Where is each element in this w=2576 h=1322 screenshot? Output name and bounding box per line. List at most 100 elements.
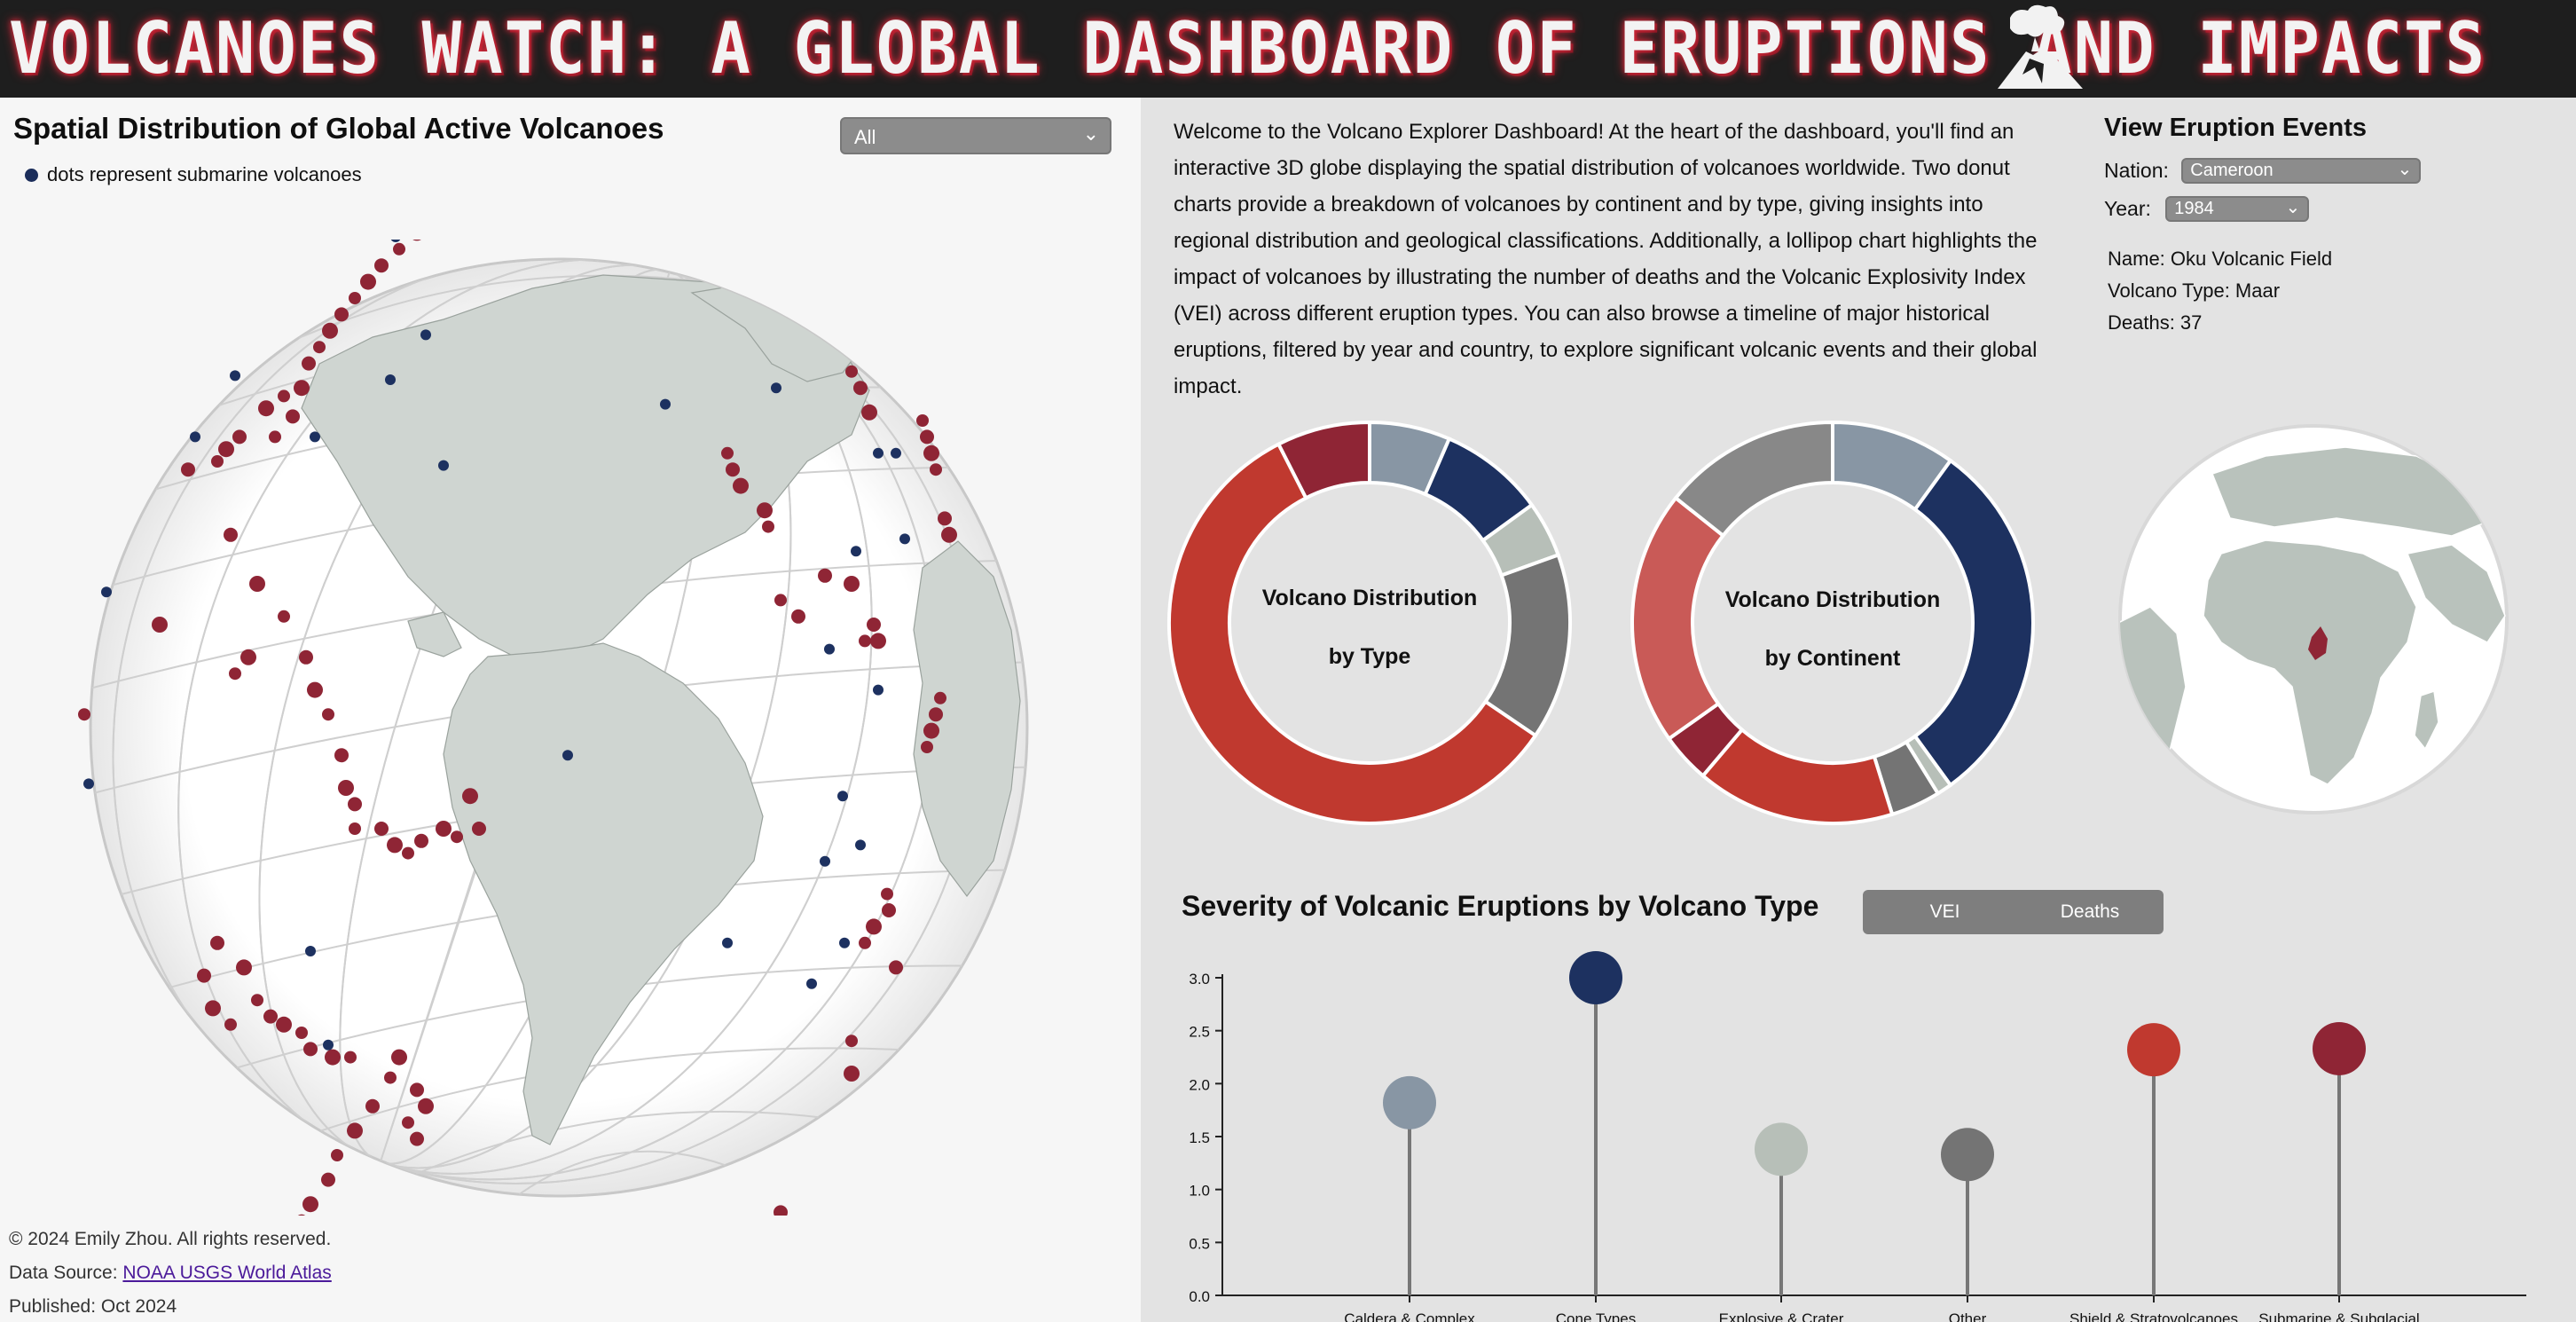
y-tick-label: 1.0 — [1189, 1183, 1210, 1200]
volcano-dot — [920, 429, 934, 445]
volcano-dot — [451, 830, 463, 844]
deaths-button[interactable]: Deaths — [2016, 890, 2164, 934]
vei-button[interactable]: VEI — [1863, 890, 2027, 934]
volcano-dot — [344, 1051, 357, 1064]
volcano-dot — [210, 935, 224, 950]
copyright-text: © 2024 Emily Zhou. All rights reserved. — [9, 1229, 332, 1249]
volcano-dot — [240, 649, 256, 665]
donut-type-title-2: by Type — [1328, 644, 1411, 669]
volcano-dot — [866, 918, 882, 935]
volcano-dot — [236, 959, 252, 976]
app-title: VOLCANOES WATCH: A GLOBAL DASHBOARD OF E… — [9, 7, 2487, 90]
volcano-dot — [205, 1000, 221, 1017]
submarine-volcano-dot — [190, 431, 200, 443]
volcano-dot — [721, 446, 734, 460]
volcano-dot — [818, 568, 832, 583]
volcano-dot — [774, 1205, 788, 1216]
volcano-dot — [338, 780, 354, 796]
volcano-dot — [302, 1196, 318, 1213]
volcano-dot — [307, 681, 323, 698]
volcano-dot — [384, 1071, 397, 1084]
submarine-volcano-dot — [101, 586, 112, 598]
mini-globe[interactable] — [2115, 421, 2512, 818]
volcano-dot — [402, 846, 414, 860]
y-tick-label: 1.5 — [1189, 1129, 1210, 1146]
volcano-dot — [733, 477, 749, 494]
volcano-dot — [211, 455, 224, 468]
x-tick-label: Shield & Stratovolcanoes — [2069, 1310, 2238, 1322]
x-tick-label: Other — [1949, 1310, 1987, 1322]
volcano-dot — [934, 691, 946, 704]
volcano-dot — [181, 462, 195, 477]
volcano-dot — [393, 242, 405, 256]
main-globe[interactable] — [71, 240, 1047, 1216]
volcano-dot — [757, 502, 773, 519]
dashboard-panel: Welcome to the Volcano Explorer Dashboar… — [1141, 98, 2576, 1322]
donut-by-continent[interactable]: Volcano Distribution by Continent — [1629, 419, 2037, 827]
volcano-dot — [322, 708, 334, 721]
submarine-volcano-dot — [851, 546, 861, 557]
header-bar: VOLCANOES WATCH: A GLOBAL DASHBOARD OF E… — [0, 0, 2576, 98]
event-type: Volcano Type: Maar — [2108, 279, 2281, 302]
volcano-dot — [218, 441, 234, 458]
volcano-dot — [197, 968, 211, 983]
submarine-volcano-dot — [323, 1039, 334, 1051]
volcano-dot — [334, 748, 349, 763]
volcano-dot — [232, 429, 247, 445]
legend-text: dots represent submarine volcanoes — [47, 163, 362, 185]
volcano-dot — [859, 936, 871, 949]
donut-by-type[interactable]: Volcano Distribution by Type — [1166, 419, 1574, 827]
submarine-volcano-dot — [891, 447, 901, 459]
submarine-volcano-dot — [385, 374, 396, 385]
volcano-dot — [152, 617, 168, 633]
nation-row: Nation: Cameroon ⌄ — [2104, 158, 2422, 184]
volcano-dot — [360, 273, 376, 290]
volcano-dot — [881, 887, 893, 901]
volcano-dot — [853, 381, 868, 396]
source-link[interactable]: NOAA USGS World Atlas — [122, 1263, 332, 1283]
nation-value: Cameroon — [2190, 161, 2274, 180]
y-tick-label: 3.0 — [1189, 971, 1210, 988]
donut-type-title-1: Volcano Distribution — [1261, 586, 1478, 610]
year-select[interactable]: 1984 ⌄ — [2165, 196, 2310, 222]
volcano-dot — [916, 414, 929, 427]
volcano-dot — [258, 400, 274, 417]
x-tick-label: Submarine & Subglacial — [2258, 1310, 2419, 1322]
nation-select[interactable]: Cameroon ⌄ — [2181, 158, 2422, 184]
volcano-dot — [845, 1035, 858, 1048]
volcano-dot — [276, 1016, 292, 1033]
donut-slice — [1276, 420, 1371, 500]
volcano-dot — [249, 576, 265, 592]
volcano-dot — [391, 1049, 407, 1066]
volcano-dot — [921, 741, 933, 753]
x-tick-label: Cone Types — [1556, 1310, 1636, 1322]
volcano-dot — [322, 322, 338, 339]
lollipop-chart: 0.0 0.5 1.0 1.5 2.0 2.5 3.0 Caldera & Complex Co… — [1189, 951, 2526, 1322]
volcano-dot — [224, 527, 238, 542]
volcano-dot — [286, 409, 300, 424]
volcano-icon — [1998, 4, 2083, 89]
volcano-dot — [263, 1009, 278, 1024]
volcano-dot — [321, 1172, 335, 1187]
volcano-dot — [374, 258, 389, 273]
lollipop-head — [1569, 951, 1622, 1004]
source-line: Data Source: NOAA USGS World Atlas — [9, 1256, 332, 1290]
volcano-dot — [791, 609, 805, 624]
volcano-dot — [889, 960, 903, 975]
submarine-volcano-dot — [855, 839, 866, 851]
volcano-dot — [938, 511, 952, 526]
submarine-volcano-dot — [771, 382, 781, 394]
volcano-dot — [297, 1214, 306, 1216]
volcano-dot — [726, 462, 740, 477]
volcano-dot — [462, 788, 478, 805]
submarine-volcano-dot — [562, 750, 573, 761]
published-text: Published: Oct 2024 — [9, 1296, 177, 1317]
submarine-volcano-dot — [899, 533, 910, 545]
volcano-dots — [78, 240, 957, 1216]
volcano-dot — [410, 1131, 424, 1146]
submarine-volcano-dot — [873, 684, 884, 696]
x-tick-label: Explosive & Crater — [1719, 1310, 1844, 1322]
volcano-dot — [923, 722, 939, 739]
volcano-filter-select[interactable]: All ⌄ — [840, 117, 1111, 154]
volcano-dot — [774, 594, 787, 607]
